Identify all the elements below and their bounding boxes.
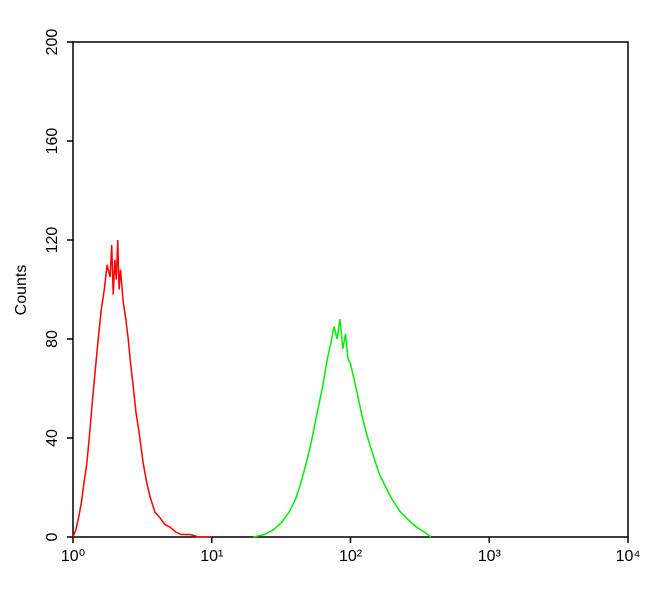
x-tick-label: 10²: [339, 548, 363, 565]
y-tick-label: 80: [44, 330, 61, 348]
y-tick-label: 200: [44, 29, 61, 56]
x-tick-label: 10¹: [200, 548, 223, 565]
histogram-line: [72, 239, 212, 538]
y-tick-label: 40: [44, 429, 61, 447]
y-tick-label: 0: [44, 532, 61, 541]
x-tick-label: 10⁴: [616, 548, 641, 565]
histogram-line: [253, 319, 432, 538]
x-tick-label: 10⁰: [61, 548, 85, 565]
x-tick-label: 10³: [478, 548, 502, 565]
y-axis-label: Counts: [13, 265, 30, 316]
y-tick-label: 160: [44, 128, 61, 155]
y-tick-label: 120: [44, 227, 61, 254]
plot-frame: [72, 41, 629, 538]
